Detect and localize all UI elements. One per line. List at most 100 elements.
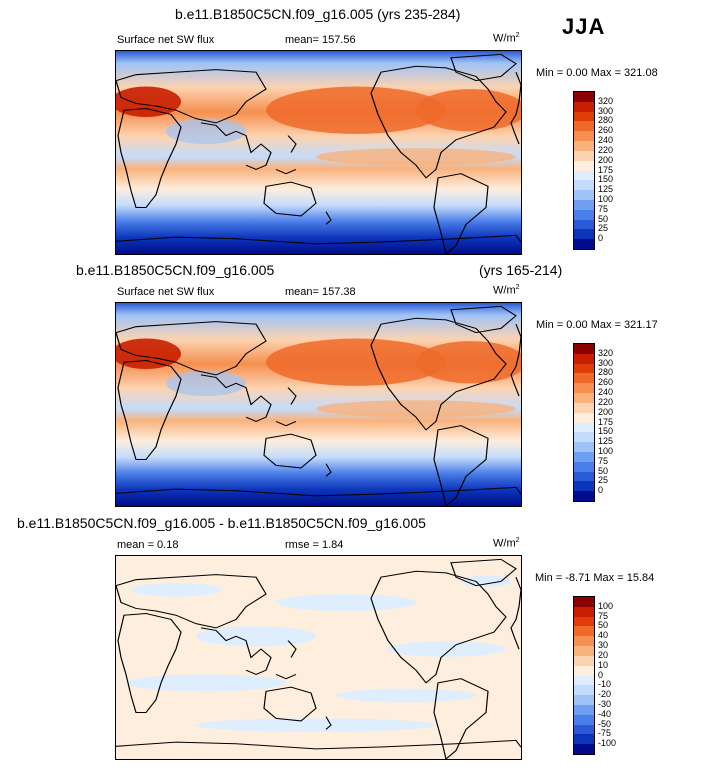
colorbar-tick-label: 260 <box>598 377 614 388</box>
colorbar-segment <box>574 744 594 754</box>
colorbar-segment <box>574 646 594 656</box>
panel2-map <box>115 302 522 507</box>
colorbar-tick-label: -100 <box>598 738 617 749</box>
colorbar-segment <box>574 363 594 374</box>
colorbar-segment <box>574 101 594 112</box>
panel3-map <box>115 555 522 760</box>
colorbar-segment <box>574 655 594 666</box>
colorbar-tick-label: -75 <box>598 728 612 739</box>
colorbar-tick-label: 150 <box>598 174 614 185</box>
colorbar-tick-label: 125 <box>598 436 614 447</box>
panel1-title: b.e11.B1850C5CN.f09_g16.005 (yrs 235-284… <box>175 6 461 22</box>
colorbar-tick-label: -20 <box>598 689 612 700</box>
panel1-minmax: Min = 0.00 Max = 321.08 <box>536 67 658 79</box>
colorbar-tick-label: 220 <box>598 144 614 155</box>
colorbar-segment <box>574 170 594 181</box>
colorbar-segment <box>574 219 594 230</box>
colorbar-segment <box>574 180 594 191</box>
colorbar-tick-label: 100 <box>598 600 614 611</box>
colorbar-tick-label: 0 <box>598 669 604 680</box>
colorbar-tick-label: 220 <box>598 396 614 407</box>
colorbar-tick-label: 10 <box>598 659 609 670</box>
panel3-rmse: rmse = 1.84 <box>285 539 344 551</box>
colorbar-tick-label: 25 <box>598 475 609 486</box>
colorbar-tick-label: 150 <box>598 426 614 437</box>
colorbar-segment <box>574 704 594 715</box>
colorbar-segment <box>574 451 594 462</box>
colorbar-segment <box>574 199 594 210</box>
colorbar-segment <box>574 616 594 627</box>
panel2-mean: mean= 157.38 <box>285 286 356 298</box>
colorbar-segment <box>574 665 594 676</box>
colorbar-segment <box>574 373 594 384</box>
colorbar-segment <box>574 383 594 394</box>
colorbar-segment <box>574 597 594 607</box>
panel2-minmax: Min = 0.00 Max = 321.17 <box>536 319 658 331</box>
colorbar-tick-label: 240 <box>598 135 614 146</box>
panel3-title: b.e11.B1850C5CN.f09_g16.005 - b.e11.B185… <box>17 515 426 531</box>
colorbar-tick-label: 200 <box>598 154 614 165</box>
colorbar-segment <box>574 714 594 725</box>
colorbar-segment <box>574 626 594 637</box>
colorbar-segment <box>574 344 594 354</box>
panel3-mean: mean = 0.18 <box>117 539 179 551</box>
colorbar-tick-label: 320 <box>598 347 614 358</box>
colorbar-segment <box>574 353 594 364</box>
colorbar-tick-label: 75 <box>598 455 609 466</box>
colorbar-segment <box>574 121 594 132</box>
colorbar-tick-label: 100 <box>598 193 614 204</box>
colorbar-tick-label: 200 <box>598 406 614 417</box>
colorbar-tick-label: 280 <box>598 367 614 378</box>
panel1-map <box>115 50 522 255</box>
colorbar-segment <box>574 442 594 452</box>
season-label: JJA <box>562 14 606 39</box>
colorbar-tick-label: 50 <box>598 213 609 224</box>
colorbar-tick-label: 300 <box>598 105 614 116</box>
panel3-minmax: Min = -8.71 Max = 15.84 <box>535 572 655 584</box>
colorbar-segment <box>574 92 594 102</box>
colorbar-tick-label: 40 <box>598 630 609 641</box>
colorbar-tick-label: 125 <box>598 184 614 195</box>
colorbar-segment <box>574 209 594 220</box>
colorbar-segment <box>574 239 594 249</box>
colorbar-tick-label: 50 <box>598 465 609 476</box>
colorbar-segment <box>574 111 594 122</box>
colorbar-segment <box>574 461 594 472</box>
colorbar-tick-label: 50 <box>598 620 609 631</box>
colorbar-tick-label: 20 <box>598 649 609 660</box>
colorbar-segment <box>574 675 594 686</box>
panel2-units: W/m2 <box>493 284 520 297</box>
panel2-years: (yrs 165-214) <box>479 262 563 278</box>
panel3-units: W/m2 <box>493 537 520 550</box>
colorbar-tick-label: -10 <box>598 679 612 690</box>
colorbar-tick-label: 320 <box>598 95 614 106</box>
colorbar-segment <box>574 422 594 433</box>
panel2-variable: Surface net SW flux <box>117 286 215 298</box>
colorbar-segment <box>574 402 594 413</box>
colorbar-segment <box>574 636 594 647</box>
colorbar-tick-label: -30 <box>598 698 612 709</box>
colorbar-segment <box>574 160 594 171</box>
colorbar-tick-label: 0 <box>598 233 604 244</box>
panel2-title: b.e11.B1850C5CN.f09_g16.005 <box>76 262 275 278</box>
colorbar-segment <box>574 393 594 403</box>
colorbar-segment <box>574 734 594 745</box>
colorbar-tick-label: 0 <box>598 485 604 496</box>
panel3-colorbar <box>573 596 595 755</box>
panel1-units: W/m2 <box>493 32 520 45</box>
colorbar-tick-label: 175 <box>598 416 614 427</box>
panel1-colorbar <box>573 91 595 250</box>
colorbar-tick-label: 240 <box>598 387 614 398</box>
colorbar-tick-label: 280 <box>598 115 614 126</box>
colorbar-segment <box>574 141 594 151</box>
colorbar-tick-label: 300 <box>598 357 614 368</box>
panel2-colorbar <box>573 343 595 502</box>
colorbar-tick-label: 100 <box>598 445 614 456</box>
colorbar-segment <box>574 190 594 200</box>
colorbar-tick-label: -50 <box>598 718 612 729</box>
colorbar-segment <box>574 150 594 161</box>
colorbar-segment <box>574 229 594 240</box>
colorbar-segment <box>574 695 594 705</box>
colorbar-segment <box>574 481 594 492</box>
colorbar-segment <box>574 724 594 735</box>
